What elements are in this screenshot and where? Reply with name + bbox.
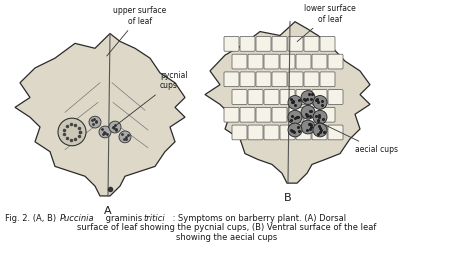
Polygon shape — [205, 22, 370, 183]
FancyBboxPatch shape — [320, 37, 335, 51]
FancyBboxPatch shape — [224, 107, 239, 122]
Text: A: A — [104, 206, 112, 216]
FancyBboxPatch shape — [296, 125, 311, 140]
FancyBboxPatch shape — [304, 107, 319, 122]
FancyBboxPatch shape — [280, 90, 295, 104]
FancyBboxPatch shape — [264, 125, 279, 140]
FancyBboxPatch shape — [232, 90, 247, 104]
FancyBboxPatch shape — [224, 72, 239, 87]
Text: B: B — [284, 193, 292, 203]
FancyBboxPatch shape — [312, 125, 327, 140]
FancyBboxPatch shape — [272, 37, 287, 51]
Text: surface of leaf showing the pycnial cups, (B) Ventral surface of the leaf: surface of leaf showing the pycnial cups… — [77, 223, 377, 232]
FancyBboxPatch shape — [240, 107, 255, 122]
FancyBboxPatch shape — [240, 72, 255, 87]
FancyBboxPatch shape — [288, 72, 303, 87]
Circle shape — [58, 118, 86, 146]
FancyBboxPatch shape — [232, 54, 247, 69]
FancyBboxPatch shape — [280, 54, 295, 69]
Circle shape — [288, 110, 302, 124]
Text: upper surface
of leaf: upper surface of leaf — [107, 6, 167, 56]
Text: pycnial
cups: pycnial cups — [112, 71, 188, 128]
FancyBboxPatch shape — [280, 125, 295, 140]
Circle shape — [313, 96, 327, 109]
Text: Fig. 2. (A, B): Fig. 2. (A, B) — [5, 214, 59, 223]
FancyBboxPatch shape — [272, 107, 287, 122]
Text: Puccinia: Puccinia — [60, 214, 95, 223]
Circle shape — [301, 91, 315, 104]
Circle shape — [109, 121, 121, 133]
FancyBboxPatch shape — [312, 54, 327, 69]
Text: : Symptoms on barberry plant. (A) Dorsal: : Symptoms on barberry plant. (A) Dorsal — [170, 214, 346, 223]
Circle shape — [288, 96, 302, 109]
FancyBboxPatch shape — [272, 72, 287, 87]
Circle shape — [313, 123, 327, 137]
Polygon shape — [15, 34, 185, 196]
FancyBboxPatch shape — [232, 125, 247, 140]
FancyBboxPatch shape — [328, 54, 343, 69]
FancyBboxPatch shape — [328, 125, 343, 140]
Circle shape — [119, 131, 131, 143]
FancyBboxPatch shape — [264, 54, 279, 69]
Text: lower surface
of leaf: lower surface of leaf — [297, 4, 356, 42]
FancyBboxPatch shape — [248, 54, 263, 69]
FancyBboxPatch shape — [304, 72, 319, 87]
FancyBboxPatch shape — [256, 72, 271, 87]
FancyBboxPatch shape — [304, 37, 319, 51]
FancyBboxPatch shape — [296, 90, 311, 104]
Circle shape — [288, 123, 302, 137]
Text: tritici: tritici — [143, 214, 165, 223]
Circle shape — [301, 120, 315, 134]
FancyBboxPatch shape — [312, 90, 327, 104]
FancyBboxPatch shape — [288, 37, 303, 51]
FancyBboxPatch shape — [264, 90, 279, 104]
Circle shape — [99, 126, 111, 138]
Text: graminis: graminis — [103, 214, 145, 223]
FancyBboxPatch shape — [224, 37, 239, 51]
FancyBboxPatch shape — [320, 72, 335, 87]
FancyBboxPatch shape — [256, 37, 271, 51]
FancyBboxPatch shape — [320, 107, 335, 122]
FancyBboxPatch shape — [248, 125, 263, 140]
Circle shape — [89, 116, 101, 128]
Text: aecial cups: aecial cups — [318, 121, 398, 154]
Circle shape — [313, 110, 327, 124]
FancyBboxPatch shape — [248, 90, 263, 104]
FancyBboxPatch shape — [256, 107, 271, 122]
Text: showing the aecial cups: showing the aecial cups — [176, 233, 278, 242]
FancyBboxPatch shape — [288, 107, 303, 122]
FancyBboxPatch shape — [296, 54, 311, 69]
FancyBboxPatch shape — [328, 90, 343, 104]
FancyBboxPatch shape — [240, 37, 255, 51]
Circle shape — [301, 105, 315, 119]
